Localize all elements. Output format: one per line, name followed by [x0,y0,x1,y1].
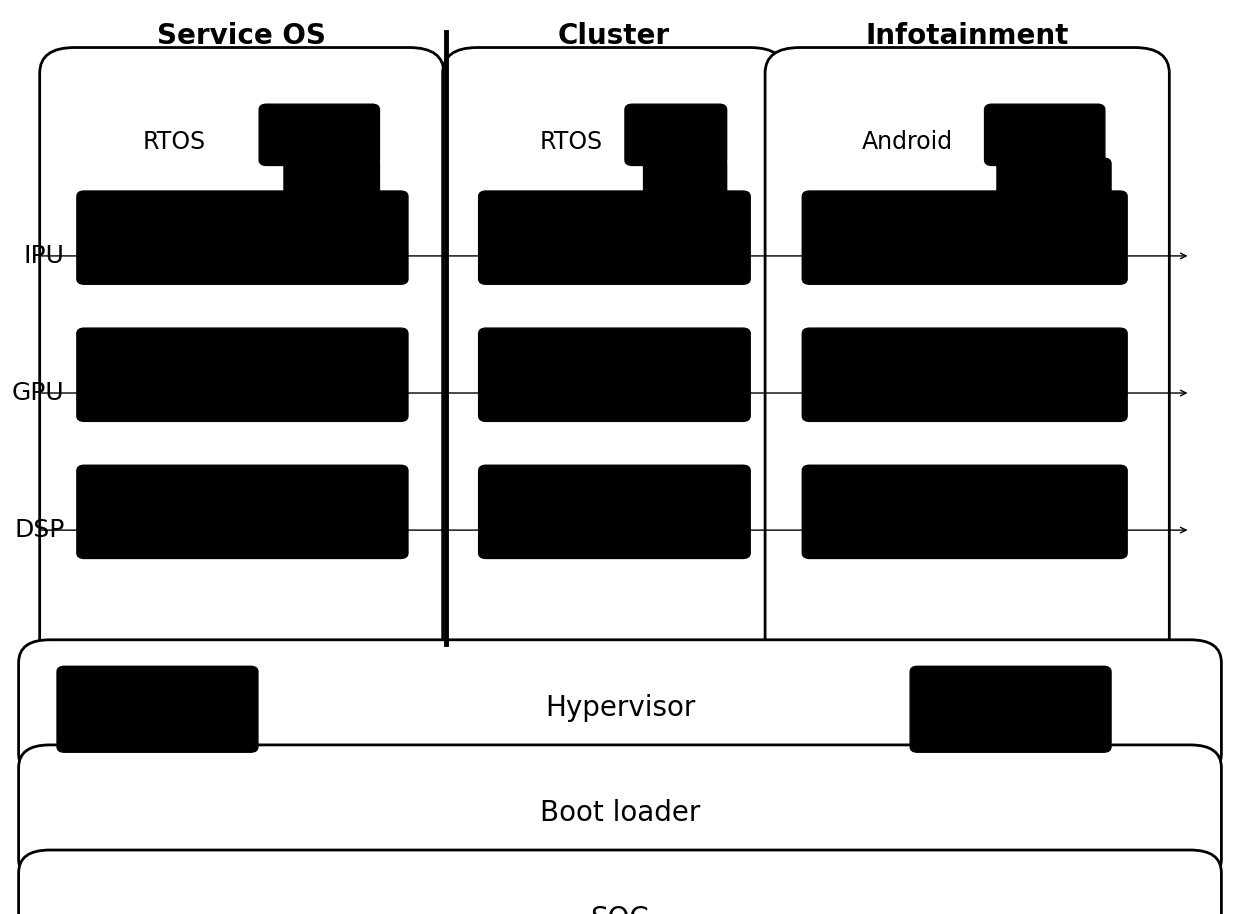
FancyBboxPatch shape [77,328,408,421]
Text: Service OS: Service OS [157,22,326,50]
Text: Cluster: Cluster [558,22,670,50]
FancyBboxPatch shape [644,158,727,210]
FancyBboxPatch shape [479,328,750,421]
FancyBboxPatch shape [910,666,1111,752]
Text: Boot loader: Boot loader [539,800,701,827]
FancyBboxPatch shape [802,191,1127,284]
Text: Infotainment: Infotainment [866,22,1069,50]
FancyBboxPatch shape [479,465,750,558]
Text: Android: Android [862,130,952,154]
Text: RTOS: RTOS [539,130,603,154]
Text: SOC: SOC [590,905,650,914]
FancyBboxPatch shape [19,850,1221,914]
FancyBboxPatch shape [284,158,379,210]
FancyBboxPatch shape [625,104,727,165]
Text: DSP: DSP [14,518,64,542]
FancyBboxPatch shape [997,158,1111,210]
FancyBboxPatch shape [802,465,1127,558]
Text: RTOS: RTOS [143,130,206,154]
FancyBboxPatch shape [19,745,1221,882]
FancyBboxPatch shape [985,104,1105,165]
Text: IPU: IPU [24,244,64,268]
FancyBboxPatch shape [77,465,408,558]
FancyBboxPatch shape [57,666,258,752]
FancyBboxPatch shape [40,48,444,665]
FancyBboxPatch shape [77,191,408,284]
Text: Hypervisor: Hypervisor [544,695,696,722]
FancyBboxPatch shape [443,48,785,665]
FancyBboxPatch shape [802,328,1127,421]
FancyBboxPatch shape [259,104,379,165]
FancyBboxPatch shape [479,191,750,284]
Text: GPU: GPU [12,381,64,405]
FancyBboxPatch shape [19,640,1221,777]
FancyBboxPatch shape [765,48,1169,665]
